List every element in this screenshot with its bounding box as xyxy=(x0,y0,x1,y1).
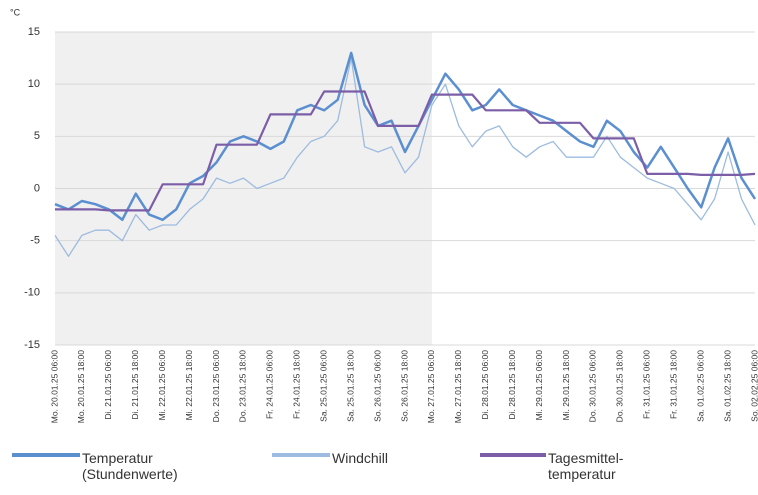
x-tick-label: Di. 21.01.25 06:00 xyxy=(103,350,113,420)
x-tick-label: Mi. 29.01.25 06:00 xyxy=(534,350,544,421)
legend-item: Windchill xyxy=(272,450,442,466)
x-tick-label: Mo. 27.01.25 18:00 xyxy=(453,350,463,424)
x-tick-label: Fr. 24.01.25 18:00 xyxy=(292,350,302,419)
legend-swatch xyxy=(480,453,546,457)
x-tick-label: Fr. 31.01.25 06:00 xyxy=(642,350,652,419)
legend-item: Temperatur (Stundenwerte) xyxy=(12,450,212,482)
legend-swatch xyxy=(272,453,330,457)
x-tick-label: Sa. 25.01.25 18:00 xyxy=(345,350,355,422)
series-line xyxy=(55,90,756,212)
x-tick-label: Mi. 22.01.25 06:00 xyxy=(157,350,167,421)
x-tick-label: Fr. 24.01.25 06:00 xyxy=(265,350,275,419)
legend-item: Tagesmittel-temperatur xyxy=(480,450,658,482)
x-tick-label: Mo. 20.01.25 18:00 xyxy=(76,350,86,424)
x-tick-label: Sa. 25.01.25 06:00 xyxy=(318,350,328,422)
x-tick-label: Do. 23.01.25 18:00 xyxy=(238,350,248,423)
y-tick-label: 0 xyxy=(34,182,40,194)
series-line xyxy=(54,57,756,257)
x-tick-label: Do. 23.01.25 06:00 xyxy=(211,350,221,423)
x-tick-label: Do. 30.01.25 18:00 xyxy=(615,350,625,423)
y-tick-label: 15 xyxy=(28,26,40,38)
x-tick-label: Sa. 01.02.25 18:00 xyxy=(722,350,732,422)
legend-label: Temperatur (Stundenwerte) xyxy=(82,450,178,482)
x-tick-label: Di. 28.01.25 06:00 xyxy=(480,350,490,420)
y-tick-label: 5 xyxy=(34,130,40,142)
x-tick-label: Di. 28.01.25 18:00 xyxy=(507,350,517,420)
x-tick-label: Fr. 31.01.25 18:00 xyxy=(668,350,678,419)
x-tick-label: Mo. 20.01.25 06:00 xyxy=(49,350,59,424)
x-tick-label: Di. 21.01.25 18:00 xyxy=(130,350,140,420)
x-tick-label: Mi. 29.01.25 18:00 xyxy=(561,350,571,421)
y-tick-label: -5 xyxy=(30,235,40,247)
y-tick-label: 10 xyxy=(28,78,40,90)
series-line xyxy=(54,51,757,222)
y-tick-label: -15 xyxy=(24,339,40,351)
x-tick-label: Do. 30.01.25 06:00 xyxy=(588,350,598,423)
x-tick-label: Sa. 01.02.25 06:00 xyxy=(695,350,705,422)
x-tick-label: Mo. 27.01.25 06:00 xyxy=(426,350,436,424)
chart: °C -15 -10 -5 0 5 10 15 Mo. 20.01.25 06:00 Mo. 2… xyxy=(10,7,758,424)
x-tick-label: So. 26.01.25 06:00 xyxy=(372,350,382,422)
legend-label: Windchill xyxy=(332,450,389,466)
x-tick-label: Mi. 22.01.25 18:00 xyxy=(184,350,194,421)
x-tick-label: So. 26.01.25 18:00 xyxy=(399,350,409,422)
y-tick-label: -10 xyxy=(24,287,40,299)
legend-swatch xyxy=(12,453,80,457)
y-axis-label: °C xyxy=(10,7,21,17)
x-tick-label: So. 02.02.25 06:00 xyxy=(749,350,758,422)
legend-label: Tagesmittel-temperatur xyxy=(548,450,624,482)
